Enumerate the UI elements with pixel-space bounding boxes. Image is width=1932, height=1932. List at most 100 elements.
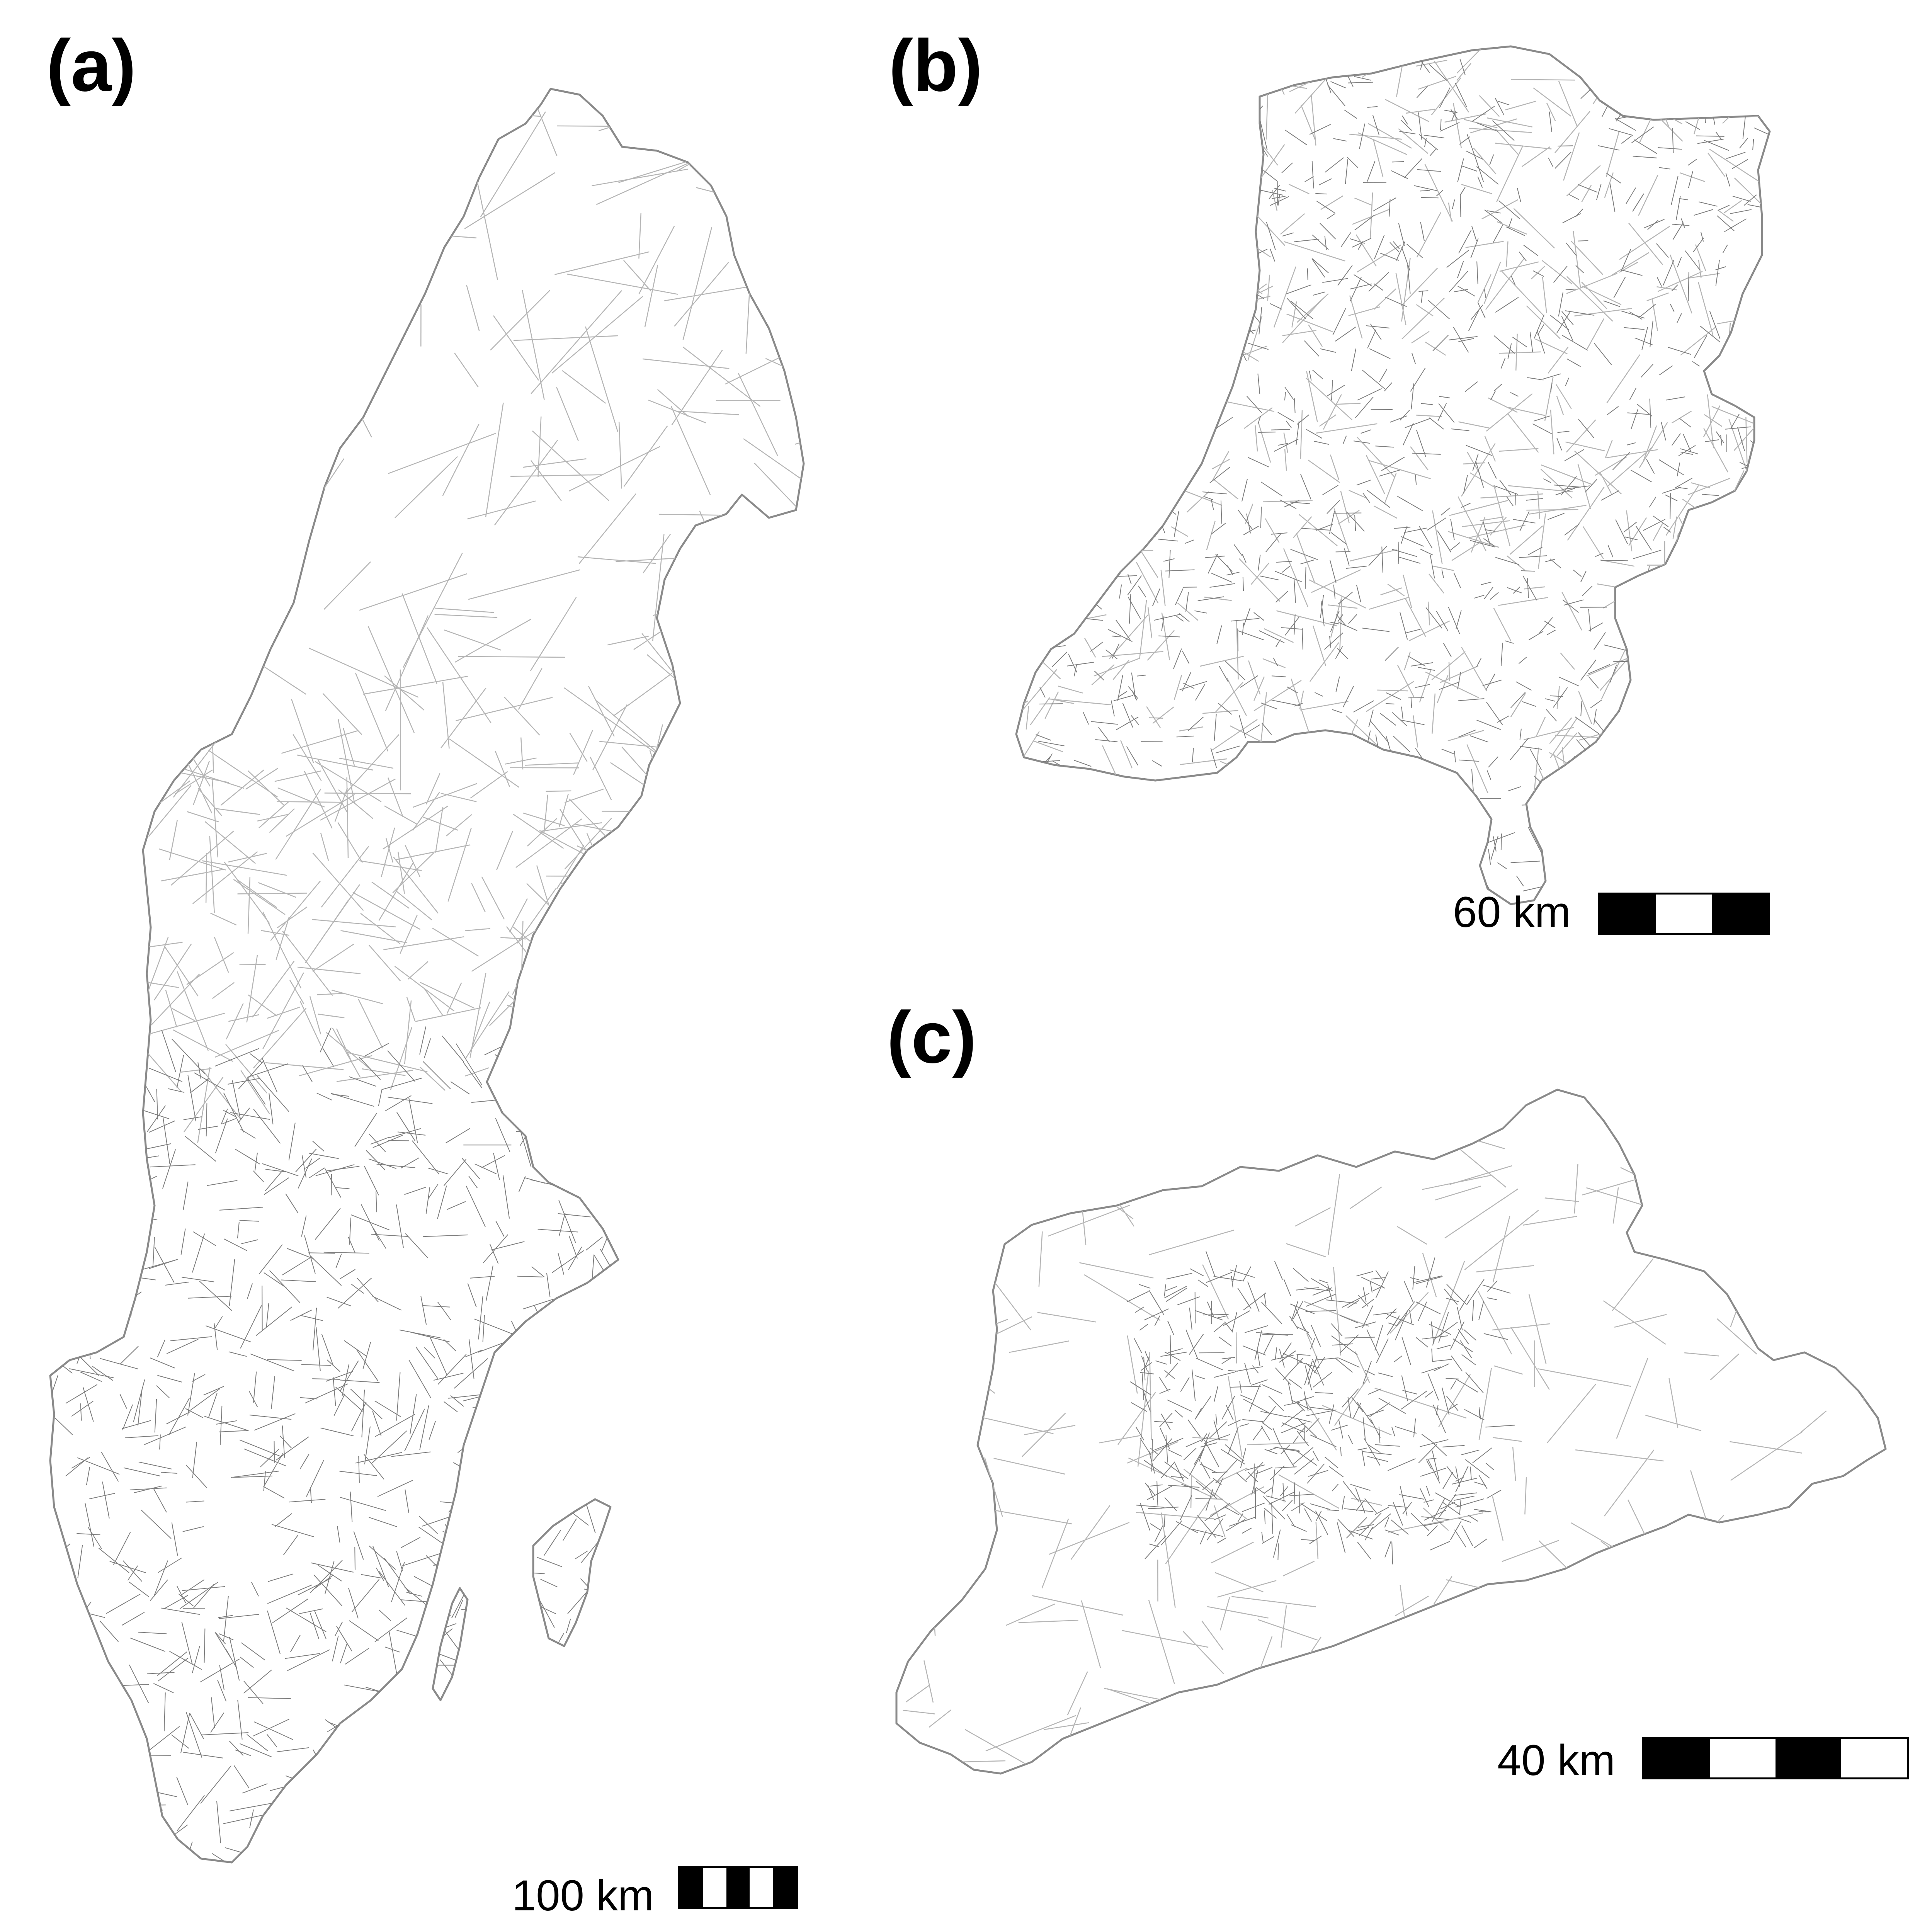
dense-boundary-segment: [1192, 146, 1213, 159]
dense-boundary-segment: [1204, 71, 1211, 91]
boundary-segment: [640, 966, 689, 990]
dense-boundary-segment: [1394, 1355, 1402, 1362]
dense-boundary-segment: [1304, 567, 1306, 589]
dense-boundary-segment: [510, 1030, 547, 1056]
boundary-segment: [541, 1066, 586, 1072]
boundary-segment: [317, 993, 344, 995]
dense-boundary-segment: [1090, 538, 1113, 545]
dense-boundary-segment: [328, 1769, 335, 1801]
dense-boundary-segment: [1025, 425, 1050, 435]
boundary-segment: [1203, 1765, 1208, 1774]
dense-boundary-segment: [358, 1056, 381, 1080]
dense-boundary-segment: [1554, 485, 1582, 488]
dense-boundary-segment: [1418, 1444, 1437, 1463]
dense-boundary-segment: [89, 1493, 115, 1500]
boundary-segment: [1072, 415, 1085, 433]
boundary-segment: [652, 905, 656, 933]
dense-boundary-segment: [1388, 1505, 1408, 1508]
boundary-segment: [1542, 277, 1547, 313]
dense-boundary-segment: [1225, 797, 1237, 810]
dense-boundary-segment: [1373, 283, 1383, 291]
dense-boundary-segment: [241, 1642, 265, 1661]
boundary-segment: [1350, 762, 1363, 784]
dense-boundary-segment: [1074, 760, 1092, 767]
dense-boundary-segment: [1031, 65, 1037, 92]
dense-boundary-segment: [1090, 376, 1106, 387]
dense-boundary-segment: [1068, 245, 1095, 252]
dense-boundary-segment: [54, 1418, 73, 1435]
dense-boundary-segment: [1735, 526, 1749, 534]
dense-boundary-segment: [1275, 590, 1288, 603]
boundary-segment: [1736, 614, 1769, 626]
dense-boundary-segment: [1436, 1405, 1439, 1415]
dense-boundary-segment: [237, 1222, 240, 1238]
dense-boundary-segment: [387, 1050, 416, 1082]
boundary-segment: [794, 407, 804, 445]
dense-boundary-segment: [88, 1613, 105, 1618]
dense-boundary-segment: [1565, 378, 1569, 386]
dense-boundary-segment: [1507, 587, 1522, 594]
dense-boundary-segment: [1500, 833, 1502, 850]
dense-boundary-segment: [1202, 1479, 1215, 1490]
scale-segment: [1655, 895, 1712, 933]
dense-boundary-segment: [1180, 1377, 1190, 1392]
boundary-segment: [1179, 389, 1197, 425]
dense-boundary-segment: [118, 1255, 124, 1279]
boundary-segment: [608, 949, 643, 971]
dense-boundary-segment: [1389, 242, 1400, 252]
dense-boundary-segment: [566, 1619, 571, 1633]
dense-boundary-segment: [1400, 536, 1424, 547]
dense-boundary-segment: [1461, 1525, 1473, 1546]
dense-boundary-segment: [1198, 216, 1208, 219]
boundary-segment: [1051, 473, 1081, 483]
boundary-segment: [1481, 1616, 1551, 1631]
boundary-segment: [1053, 364, 1067, 405]
dense-boundary-segment: [144, 1426, 187, 1445]
boundary-segment: [1437, 675, 1449, 703]
dense-boundary-segment: [1455, 83, 1467, 107]
dense-boundary-segment: [541, 1791, 575, 1816]
dense-boundary-segment: [1166, 1287, 1187, 1302]
dense-boundary-segment: [83, 1793, 101, 1803]
dense-boundary-segment: [1052, 651, 1068, 667]
dense-boundary-segment: [1090, 641, 1103, 652]
dense-boundary-segment: [1522, 886, 1544, 892]
dense-boundary-segment: [125, 1435, 159, 1439]
dense-boundary-segment: [255, 1306, 293, 1336]
boundary-segment: [1016, 247, 1057, 267]
boundary-segment: [903, 1419, 947, 1492]
dense-boundary-segment: [1016, 761, 1019, 771]
boundary-segment: [1680, 46, 1724, 69]
dense-boundary-segment: [204, 1628, 206, 1663]
dense-boundary-segment: [275, 1513, 292, 1527]
dense-boundary-segment: [1429, 417, 1444, 430]
dense-boundary-segment: [1148, 363, 1175, 375]
boundary-segment: [1149, 1230, 1235, 1255]
dense-boundary-segment: [1309, 124, 1331, 135]
dense-boundary-segment: [120, 1080, 137, 1115]
boundary-segment: [359, 573, 468, 611]
boundary-segment: [1280, 213, 1305, 235]
dense-boundary-segment: [1225, 90, 1246, 103]
boundary-segment: [1707, 394, 1714, 449]
dense-boundary-segment: [1399, 131, 1416, 134]
dense-boundary-segment: [1729, 651, 1746, 661]
dense-boundary-segment: [546, 1273, 551, 1297]
boundary-segment: [299, 1055, 372, 1077]
boundary-segment: [525, 762, 578, 766]
boundary-segment: [1849, 1340, 1886, 1365]
dense-boundary-segment: [1609, 664, 1617, 683]
boundary-segment: [336, 1070, 413, 1082]
dense-boundary-segment: [1158, 539, 1178, 542]
boundary-segment: [1182, 1631, 1224, 1674]
boundary-segment: [1284, 449, 1287, 471]
boundary-segment: [209, 836, 215, 913]
dense-boundary-segment: [327, 1166, 360, 1172]
scale-label-c: 40 km: [1497, 1736, 1615, 1784]
dense-boundary-segment: [271, 1524, 314, 1537]
boundary-segment: [1306, 1333, 1320, 1364]
dense-boundary-segment: [400, 1157, 420, 1169]
dense-boundary-segment: [1259, 575, 1279, 580]
dense-boundary-segment: [1714, 817, 1727, 837]
dense-boundary-segment: [1545, 559, 1555, 562]
